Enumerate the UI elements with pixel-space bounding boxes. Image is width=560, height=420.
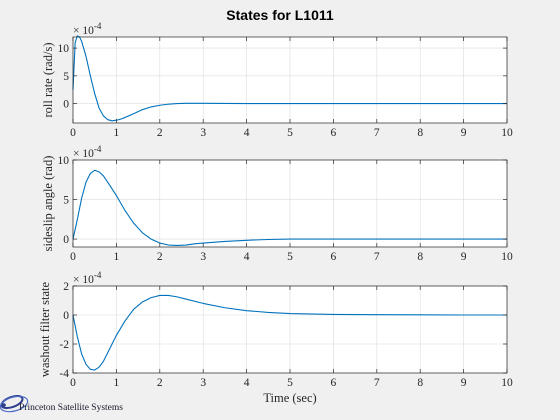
- y-exponent-label: × 10-4: [73, 21, 102, 37]
- x-tick-label: 7: [374, 127, 380, 139]
- x-tick-label: 0: [70, 251, 76, 263]
- series-line-1: [72, 35, 507, 122]
- x-tick-label: 0: [70, 127, 76, 139]
- x-tick-label: 5: [287, 251, 293, 263]
- x-tick-label: 2: [157, 251, 163, 263]
- subplot-3: 0 1 2 3 4 5 6 7 8 9 10 -4 -2 0 2 × 10-4 washout filter s…: [38, 270, 513, 405]
- x-tick-label: 7: [374, 377, 380, 389]
- y-tick-label: 10: [58, 43, 70, 55]
- x-tick-label: 7: [374, 251, 380, 263]
- x-tick-label: 3: [200, 127, 206, 139]
- x-tick-label: 6: [331, 251, 337, 263]
- x-axis-label: Time (sec): [263, 391, 316, 405]
- y-tick-label: 0: [63, 310, 69, 322]
- x-tick-label: 4: [244, 127, 250, 139]
- y-tick-label: 0: [63, 234, 69, 246]
- x-tick-label: 1: [114, 377, 120, 389]
- y-tick-label: 2: [63, 281, 69, 293]
- x-tick-label: 10: [501, 377, 513, 389]
- orbit-logo-icon: [0, 394, 29, 413]
- x-tick-label: 6: [331, 377, 337, 389]
- x-tick-label: 10: [501, 127, 513, 139]
- x-tick-label: 8: [417, 251, 423, 263]
- y-tick-label: 5: [63, 71, 69, 83]
- series-line-1: [72, 294, 507, 371]
- x-tick-label: 8: [417, 377, 423, 389]
- y-tick-label: -4: [59, 368, 69, 380]
- x-tick-label: 3: [200, 251, 206, 263]
- y-tick-label: -2: [59, 339, 69, 351]
- x-tick-label: 9: [461, 251, 467, 263]
- figure-title: States for L1011: [226, 7, 334, 23]
- y-exponent-label: × 10-4: [73, 144, 102, 160]
- x-tick-label: 3: [200, 377, 206, 389]
- y-tick-label: 5: [63, 195, 69, 207]
- x-tick-label: 8: [417, 127, 423, 139]
- y-tick-label: 10: [58, 155, 70, 167]
- x-tick-label: 5: [287, 127, 293, 139]
- company-logo: Princeton Satellite Systems: [0, 394, 123, 413]
- y-axis-label: washout filter state: [38, 281, 52, 377]
- x-tick-label: 1: [114, 251, 120, 263]
- x-tick-label: 5: [287, 377, 293, 389]
- x-tick-label: 4: [244, 251, 250, 263]
- x-tick-label: 9: [461, 127, 467, 139]
- x-tick-label: 9: [461, 377, 467, 389]
- y-axis-label: sideslip angle (rad): [41, 156, 55, 252]
- x-tick-label: 6: [331, 127, 337, 139]
- company-logo-text: Princeton Satellite Systems: [19, 403, 123, 413]
- x-tick-label: 4: [244, 377, 250, 389]
- x-tick-label: 2: [157, 377, 163, 389]
- y-axis-label: roll rate (rad/s): [41, 43, 55, 118]
- y-tick-label: 0: [63, 99, 69, 111]
- x-tick-label: 1: [114, 127, 120, 139]
- x-tick-label: 2: [157, 127, 163, 139]
- y-exponent-label: × 10-4: [73, 270, 102, 286]
- x-tick-label: 0: [70, 377, 76, 389]
- x-tick-label: 10: [501, 251, 513, 263]
